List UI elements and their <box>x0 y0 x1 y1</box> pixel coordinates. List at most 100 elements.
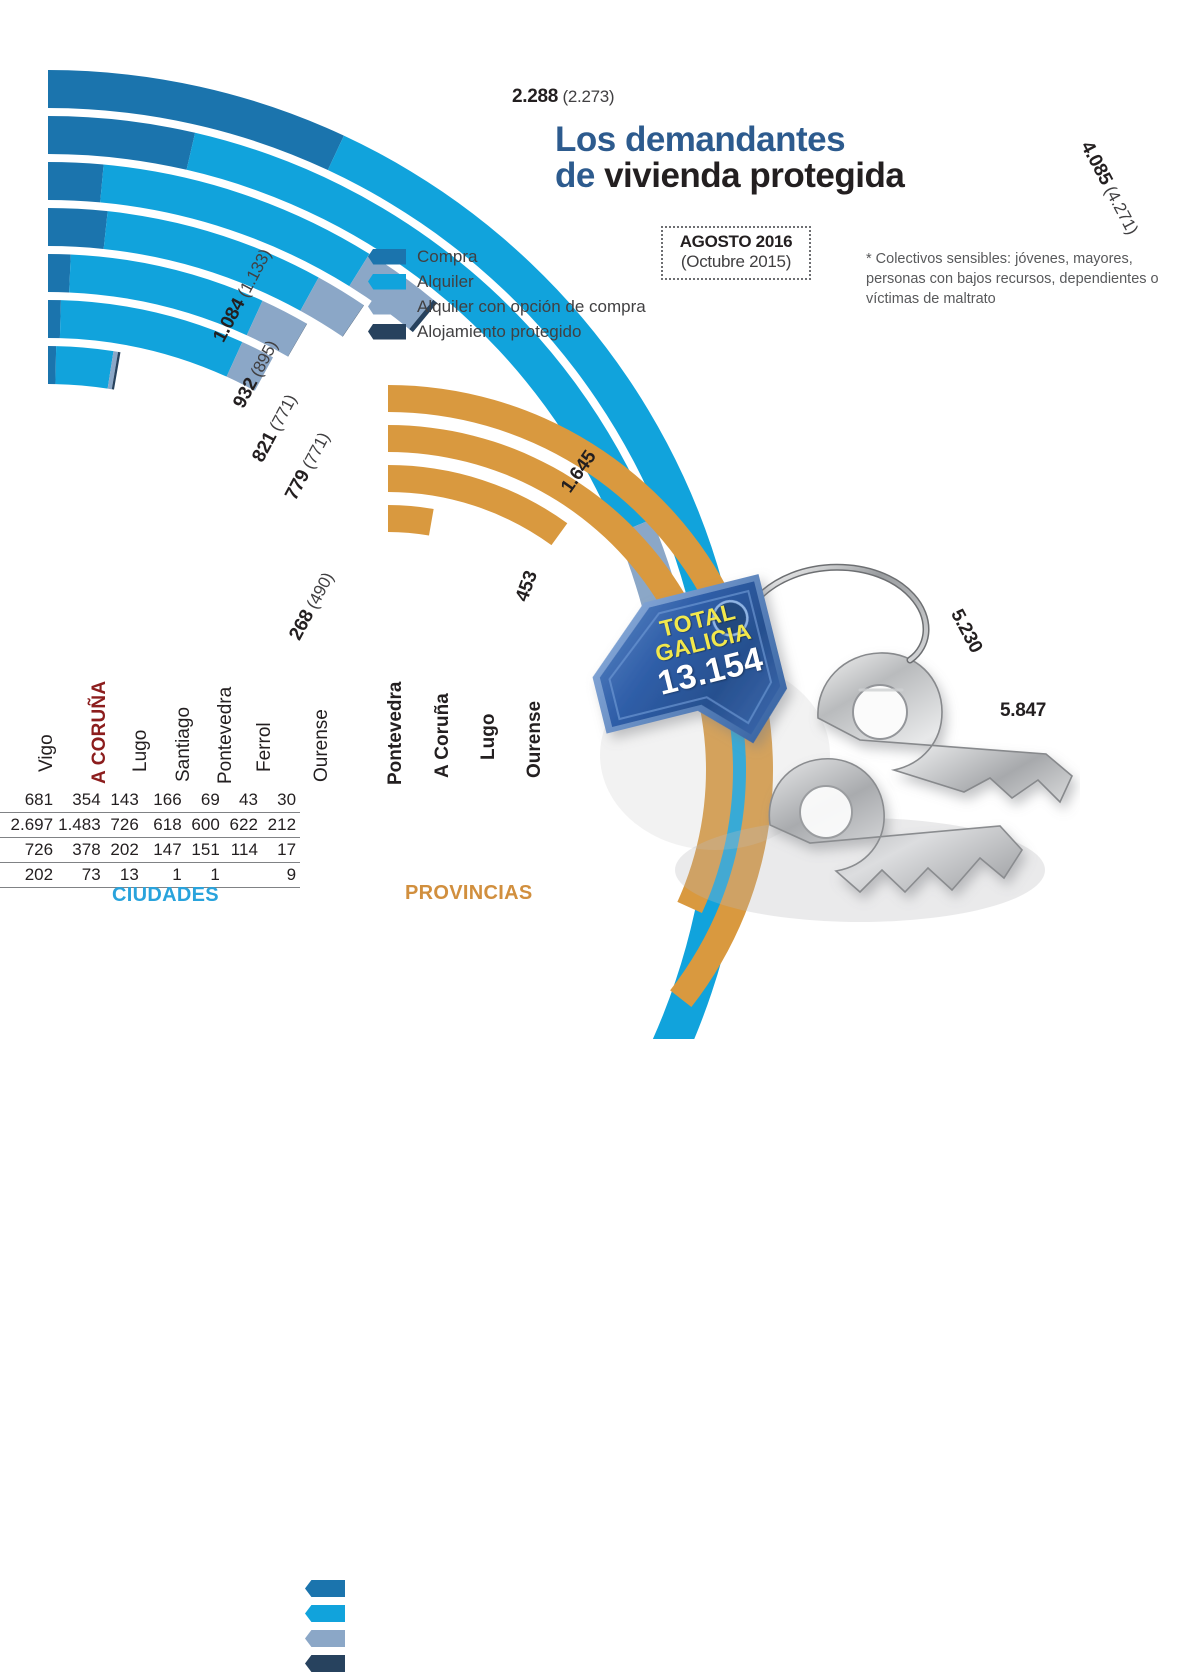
table-cell: 114 <box>230 840 258 859</box>
table-cell: 726 <box>24 840 54 859</box>
province-arc-value-pontevedra: 5.847 <box>1000 700 1047 721</box>
city-arc-segment <box>186 132 653 534</box>
city-label-ferrol: Ferrol <box>254 722 275 772</box>
province-label-pontevedra: Pontevedra <box>385 681 406 785</box>
table-cell: 202 <box>24 865 54 884</box>
province-label-ourense: Ourense <box>524 700 545 778</box>
city-label-lugo: Lugo <box>130 729 151 772</box>
city-label-a-coruna: A CORUÑA <box>89 680 110 784</box>
table-cell: 378 <box>72 840 101 859</box>
table-cell: 143 <box>110 790 139 809</box>
table-cell: 618 <box>153 815 182 834</box>
table-cell: 147 <box>153 840 182 859</box>
table-cell: 69 <box>200 790 220 809</box>
table-row: 726 378 202 147 151 114 17 <box>0 838 345 1647</box>
table-row-swatch-icon <box>305 1605 345 1622</box>
city-arc-segment <box>100 164 370 287</box>
title-line-2: de vivienda protegida <box>555 155 935 195</box>
title-line-2-prefix: de <box>555 155 605 195</box>
legend-label: Alquiler <box>417 272 474 291</box>
city-arc-segment <box>48 254 71 293</box>
city-arc-segment <box>300 277 364 337</box>
legend-swatch-icon <box>368 298 406 315</box>
date-current: AGOSTO 2016 <box>679 232 793 251</box>
caption-provinces: PROVINCIAS <box>405 882 533 904</box>
table-row: 2.697 1.483 726 618 600 622 212 <box>0 813 345 1622</box>
city-arc-segment <box>246 300 307 357</box>
city-arc-segment <box>287 323 308 357</box>
city-arc-segment <box>349 253 434 330</box>
keychain-illustration <box>592 563 1073 922</box>
table-row-swatch-icon <box>305 1580 345 1597</box>
city-label-pontevedra: Pontevedra <box>215 686 236 784</box>
table-cell: 1 <box>172 865 182 884</box>
city-arc-segment <box>55 346 114 389</box>
city-arc-segment <box>48 208 108 249</box>
table-cell: 1 <box>210 865 220 884</box>
table-cell: 202 <box>110 840 139 859</box>
province-arc-segment <box>388 505 434 536</box>
legend-swatch-icon <box>368 323 406 340</box>
table-row: 681 354 143 166 69 43 30 <box>0 788 345 1597</box>
table-cell: 212 <box>267 815 297 834</box>
city-arc-segment <box>226 342 274 391</box>
legend-item-compra[interactable]: Compra <box>368 244 646 269</box>
province-arc-segment <box>388 385 773 1008</box>
table-row-swatch-icon <box>305 1655 345 1672</box>
table-cell: 2.697 <box>10 815 54 834</box>
city-arc-segment <box>409 299 438 333</box>
infographic-canvas: 4.085 (4.271) 2.288 (2.273) 1.084 (1.133… <box>0 70 1159 1672</box>
table-cell: 354 <box>72 790 101 809</box>
city-arc-value-a-coruna: 2.288 (2.273) <box>512 86 615 107</box>
city-arc-segment <box>48 116 196 170</box>
date-previous: (Octubre 2015) <box>680 252 792 271</box>
footnote-sensitive-groups: * Colectivos sensibles: jóvenes, mayores… <box>866 251 1159 307</box>
legend-label: Alquiler con opción de compra <box>417 297 646 316</box>
legend-label: Alojamiento protegido <box>417 322 582 341</box>
table-cell: 9 <box>286 865 297 884</box>
table-cell: 151 <box>191 840 220 859</box>
province-label-a-coruna: A Coruña <box>432 693 453 778</box>
city-label-santiago: Santiago <box>173 706 194 782</box>
legend-item-alquiler-opcion-compra[interactable]: Alquiler con opción de compra <box>368 294 646 319</box>
legend-item-alquiler[interactable]: Alquiler <box>368 269 646 294</box>
date-badge: AGOSTO 2016 (Octubre 2015) <box>661 226 811 280</box>
legend-item-alojamiento-protegido[interactable]: Alojamiento protegido <box>368 319 646 344</box>
city-arc-segment <box>103 211 319 311</box>
province-label-lugo: Lugo <box>478 713 499 760</box>
table-cell: 73 <box>81 865 101 884</box>
legend-swatch-icon <box>368 248 406 265</box>
title-line-1: Los demandantes <box>555 120 846 159</box>
table-cell: 622 <box>229 815 258 834</box>
city-arc-segment <box>59 300 243 377</box>
city-arc-segment <box>111 351 121 390</box>
table-cell: 681 <box>24 790 54 809</box>
city-arc-segment <box>48 300 61 339</box>
table-cell: 726 <box>110 815 139 834</box>
title-line-2-rest: vivienda protegida <box>604 155 905 195</box>
city-arc-segment <box>107 351 119 390</box>
table-cell: 13 <box>119 865 139 884</box>
table-cell: 30 <box>277 790 297 809</box>
city-arc-segment <box>48 162 104 203</box>
legend-label: Compra <box>417 247 478 266</box>
table-cell: 17 <box>277 840 297 859</box>
province-arc-segment <box>388 465 568 546</box>
caption-cities: CIUDADES <box>112 884 219 906</box>
table-row-swatch-icon <box>305 1630 345 1647</box>
city-arc-segment <box>48 346 57 385</box>
table-cell: 43 <box>238 790 258 809</box>
city-label-vigo: Vigo <box>36 734 57 772</box>
city-arcs-chart <box>48 70 773 1039</box>
legend: Compra Alquiler Alquiler con opción de c… <box>368 244 646 344</box>
table-cell: 1.483 <box>58 815 101 834</box>
table-cell: 166 <box>153 790 182 809</box>
province-arc-segment <box>388 425 733 914</box>
city-arc-segment <box>342 305 365 337</box>
table-cell: 600 <box>191 815 220 834</box>
cities-data-table: 681 354 143 166 69 43 30 2.697 1.483 726… <box>0 788 345 1672</box>
city-arc-segment <box>69 254 263 336</box>
city-label-ourense: Ourense <box>311 709 332 782</box>
city-arc-segment <box>48 70 344 171</box>
page-title: Los demandantes de vivienda protegida <box>555 122 935 193</box>
